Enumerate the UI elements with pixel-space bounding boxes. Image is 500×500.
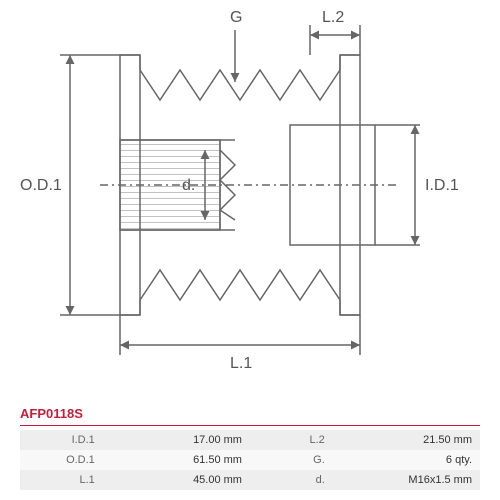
label-od1: O.D.1 [20, 177, 62, 194]
spec-val: 17.00 mm [103, 430, 250, 450]
table-row: I.D.117.00 mmL.221.50 mm [20, 430, 480, 450]
label-l2: L.2 [322, 9, 344, 26]
spec-val: 61.50 mm [103, 450, 250, 470]
spec-key: L.1 [20, 470, 103, 490]
table-row: L.145.00 mmd.M16x1.5 mm [20, 470, 480, 490]
table-row: O.D.161.50 mmG.6 qty. [20, 450, 480, 470]
spec-key: G. [250, 450, 333, 470]
spec-key: O.D.1 [20, 450, 103, 470]
label-l1: L.1 [230, 355, 252, 372]
label-g: G [230, 9, 242, 26]
spec-key: L.2 [250, 430, 333, 450]
spec-table: I.D.117.00 mmL.221.50 mmO.D.161.50 mmG.6… [20, 430, 480, 490]
label-id1: I.D.1 [425, 177, 459, 194]
spec-section: AFP0118S I.D.117.00 mmL.221.50 mmO.D.161… [20, 406, 480, 490]
technical-drawing: O.D.1 I.D.1 L.1 L.2 G d. [0, 0, 500, 380]
label-d: d. [182, 177, 195, 194]
spec-key: d. [250, 470, 333, 490]
spec-val: M16x1.5 mm [333, 470, 480, 490]
spec-val: 6 qty. [333, 450, 480, 470]
spec-val: 45.00 mm [103, 470, 250, 490]
spec-key: I.D.1 [20, 430, 103, 450]
part-number: AFP0118S [20, 406, 480, 426]
spec-val: 21.50 mm [333, 430, 480, 450]
